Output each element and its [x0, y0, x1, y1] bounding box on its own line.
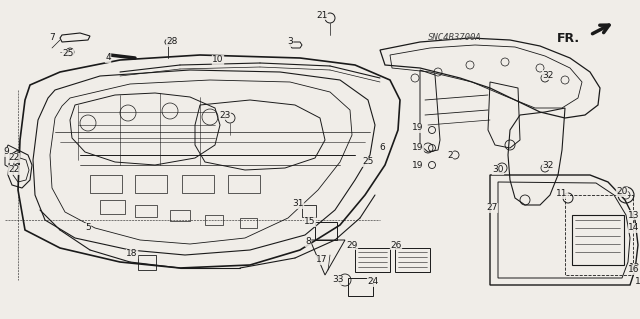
Text: 24: 24: [367, 278, 379, 286]
Text: 25: 25: [62, 49, 74, 58]
Text: 1: 1: [635, 278, 640, 286]
Bar: [315, 222, 337, 240]
Text: 26: 26: [390, 241, 402, 249]
Bar: [572, 215, 624, 265]
Text: 33: 33: [332, 276, 344, 285]
Bar: [100, 200, 125, 214]
Text: 19: 19: [412, 123, 424, 132]
Text: 31: 31: [292, 199, 304, 209]
Text: 5: 5: [85, 224, 91, 233]
Bar: [170, 210, 190, 221]
Text: 27: 27: [486, 204, 498, 212]
Bar: [135, 205, 157, 217]
Text: 7: 7: [49, 33, 55, 42]
Text: 11: 11: [556, 189, 568, 198]
Text: 19: 19: [412, 160, 424, 169]
Text: 4: 4: [105, 54, 111, 63]
Text: 6: 6: [379, 144, 385, 152]
Text: 29: 29: [346, 241, 358, 249]
Text: 22: 22: [8, 153, 20, 162]
Text: 21: 21: [316, 11, 328, 19]
Text: 13: 13: [628, 211, 640, 219]
Text: 10: 10: [212, 56, 224, 64]
Text: 9: 9: [3, 147, 9, 157]
Text: 15: 15: [304, 218, 316, 226]
Text: 19: 19: [412, 144, 424, 152]
Bar: [228, 175, 260, 193]
Text: 32: 32: [542, 160, 554, 169]
Bar: [348, 278, 373, 296]
Text: 3: 3: [287, 38, 293, 47]
Bar: [182, 175, 214, 193]
Bar: [135, 175, 167, 193]
Text: 8: 8: [305, 238, 311, 247]
Text: 30: 30: [492, 166, 504, 174]
Text: 18: 18: [126, 249, 138, 258]
Text: 20: 20: [616, 188, 628, 197]
Bar: [240, 218, 257, 228]
Text: 32: 32: [542, 70, 554, 79]
Text: 25: 25: [362, 158, 374, 167]
Text: 22: 22: [8, 166, 20, 174]
Text: 17: 17: [316, 256, 328, 264]
Text: 16: 16: [628, 265, 640, 275]
Text: FR.: FR.: [557, 32, 580, 44]
Bar: [302, 205, 316, 217]
Text: 23: 23: [220, 110, 230, 120]
Text: SNC4B3700A: SNC4B3700A: [428, 33, 481, 42]
Text: 28: 28: [166, 38, 178, 47]
Bar: [138, 255, 156, 270]
Bar: [90, 175, 122, 193]
Text: 2: 2: [447, 151, 453, 160]
Bar: [565, 195, 633, 275]
Text: 14: 14: [628, 224, 640, 233]
Bar: [205, 215, 223, 225]
Text: 12: 12: [629, 263, 640, 272]
